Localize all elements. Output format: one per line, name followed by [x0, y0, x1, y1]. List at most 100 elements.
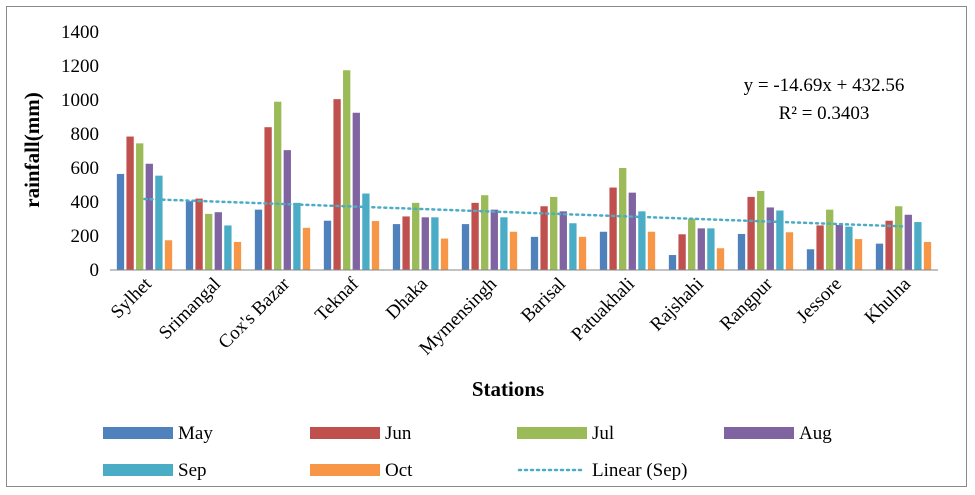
bar-may-10 — [806, 249, 815, 270]
bar-oct-0 — [164, 240, 173, 270]
bar-jul-6 — [550, 196, 558, 270]
bar-may-1 — [185, 201, 194, 270]
bar-jun-10 — [816, 225, 824, 270]
y-tick-label: 1200 — [61, 56, 99, 77]
bar-jun-6 — [540, 206, 548, 270]
y-tick-label: 600 — [71, 158, 100, 179]
bar-sep-0 — [155, 175, 163, 270]
y-axis-title: rainfall(mm) — [20, 92, 44, 207]
legend-swatch-sep — [103, 464, 173, 476]
bar-may-7 — [599, 231, 608, 270]
bar-sep-3 — [362, 193, 370, 270]
bar-aug-11 — [904, 214, 912, 270]
bar-may-3 — [323, 220, 332, 270]
legend-label: Aug — [799, 423, 832, 444]
bar-oct-1 — [233, 241, 242, 270]
bar-jul-9 — [757, 190, 765, 270]
bar-aug-6 — [559, 211, 567, 270]
bar-aug-9 — [766, 207, 774, 270]
legend-label: Sep — [178, 460, 207, 481]
bar-sep-1 — [224, 225, 232, 270]
category-label: Rangpur — [716, 273, 778, 335]
bar-jun-2 — [264, 127, 272, 270]
bar-aug-5 — [490, 209, 498, 270]
y-tick-label: 1400 — [61, 22, 99, 43]
bar-jun-9 — [747, 196, 755, 270]
bar-jun-11 — [885, 220, 893, 270]
bar-aug-2 — [283, 150, 291, 270]
legend-swatch-jul — [517, 427, 587, 439]
bar-oct-7 — [647, 231, 656, 270]
legend-label: Oct — [385, 460, 413, 481]
bar-sep-11 — [914, 222, 922, 270]
bar-may-9 — [737, 233, 746, 270]
bar-oct-8 — [716, 248, 725, 270]
bar-oct-3 — [371, 221, 380, 270]
bar-sep-2 — [293, 202, 301, 270]
bar-jul-0 — [136, 143, 144, 270]
bar-sep-7 — [638, 211, 646, 270]
bar-jun-0 — [126, 136, 134, 270]
bar-jun-7 — [609, 187, 617, 270]
bar-jun-1 — [195, 198, 203, 270]
legend-label: Jun — [385, 423, 412, 444]
bar-aug-7 — [628, 192, 636, 270]
bar-jul-2 — [274, 101, 282, 270]
category-label: Jessore — [792, 274, 846, 328]
bar-jul-7 — [619, 168, 627, 270]
trendline-sep — [143, 197, 905, 228]
bar-jun-4 — [402, 216, 410, 270]
bar-sep-9 — [776, 210, 784, 270]
bar-oct-6 — [578, 236, 587, 270]
bar-aug-3 — [352, 112, 360, 270]
legend-label: Linear (Sep) — [592, 460, 687, 481]
bar-may-5 — [461, 224, 470, 270]
bar-jun-3 — [333, 99, 341, 271]
bar-jun-5 — [471, 202, 479, 270]
legend-swatch-may — [103, 427, 173, 439]
bar-jul-5 — [481, 195, 489, 270]
bar-sep-6 — [569, 223, 577, 270]
x-axis-title: Stations — [472, 377, 544, 401]
legend: May Jun Jul Aug Sep Oct Linear (Sep) — [103, 423, 832, 481]
y-tick-label: 400 — [71, 192, 100, 213]
bar-jul-11 — [895, 206, 903, 270]
bar-oct-5 — [509, 231, 518, 270]
bar-aug-8 — [697, 228, 705, 270]
bar-may-11 — [875, 243, 884, 270]
bar-sep-4 — [431, 217, 439, 270]
bar-sep-8 — [707, 228, 715, 270]
bar-aug-10 — [835, 224, 843, 270]
bar-may-2 — [254, 209, 263, 270]
bar-may-0 — [116, 173, 125, 270]
y-tick-label: 1000 — [61, 90, 99, 111]
y-tick-label: 0 — [90, 260, 100, 281]
category-label: Dhaka — [382, 273, 432, 323]
bar-jul-3 — [343, 70, 351, 270]
y-tick-label: 800 — [71, 124, 100, 145]
category-label: Khulna — [861, 273, 916, 328]
bar-sep-5 — [500, 217, 508, 270]
legend-swatch-jun — [310, 427, 380, 439]
trendline-equation: y = -14.69x + 432.56 — [744, 75, 905, 96]
bar-oct-2 — [302, 227, 311, 270]
bar-may-4 — [392, 224, 401, 270]
legend-swatch-aug — [724, 427, 794, 439]
y-tick-label: 200 — [71, 226, 100, 247]
bar-jul-10 — [826, 209, 834, 270]
category-label: Rajshahi — [646, 274, 708, 336]
category-label: Teknaf — [311, 273, 363, 325]
bar-may-8 — [668, 255, 677, 270]
y-axis-ticks: 0 200 400 600 800 1000 1200 1400 — [61, 22, 99, 281]
category-label: Patuakhali — [567, 274, 639, 346]
bar-jul-1 — [205, 213, 213, 270]
bar-oct-9 — [785, 232, 794, 270]
category-label: Barisal — [517, 274, 570, 327]
category-label: Cox's Bazar — [214, 273, 294, 353]
bar-jul-8 — [688, 218, 696, 270]
bar-jul-4 — [412, 202, 420, 270]
bars — [116, 70, 932, 271]
legend-swatch-oct — [310, 464, 380, 476]
